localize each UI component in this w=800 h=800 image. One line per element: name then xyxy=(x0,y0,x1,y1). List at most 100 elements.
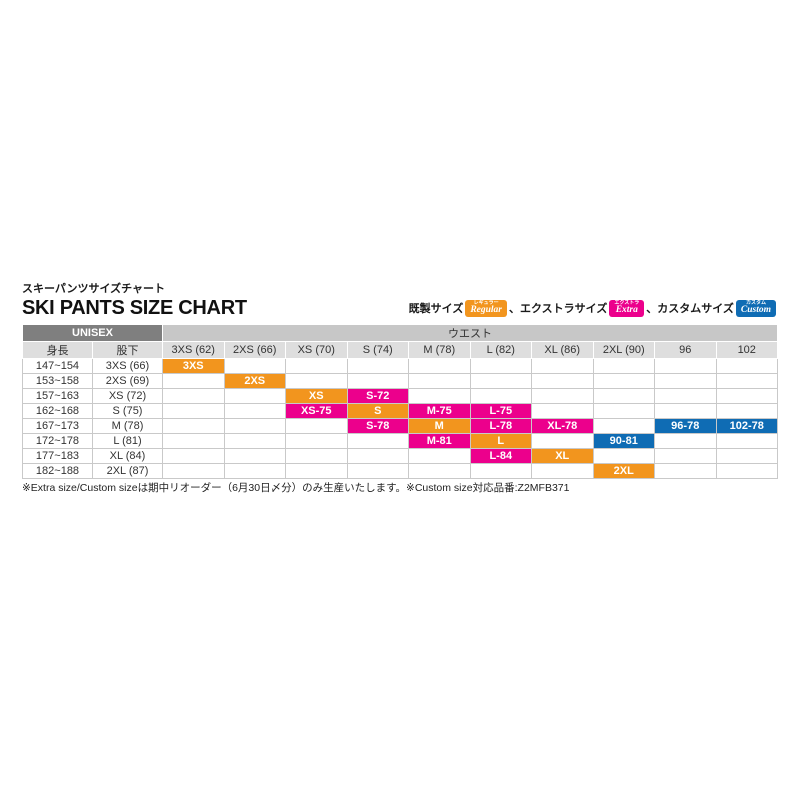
empty-cell xyxy=(715,387,778,404)
legend-label-extra: 、エクストラサイズ xyxy=(509,303,608,316)
stature-cell: 147~154 xyxy=(22,357,93,374)
size-cell-regular: S xyxy=(346,402,409,419)
empty-cell xyxy=(162,387,225,404)
table-body: 147~154 3XS (66) 3XS 153~158 2XS (69) 2XS 157~… xyxy=(22,357,778,479)
empty-cell xyxy=(162,432,225,449)
page-title: SKI PANTS SIZE CHART xyxy=(22,296,247,319)
empty-cell xyxy=(285,447,348,464)
inseam-cell: S (75) xyxy=(92,402,163,419)
table-row: 182~188 2XL (87) 2XL xyxy=(22,462,778,479)
empty-cell xyxy=(531,402,594,419)
empty-cell xyxy=(531,462,594,479)
empty-cell xyxy=(531,372,594,389)
empty-cell xyxy=(654,357,717,374)
regular-badge-label: Regular xyxy=(470,304,503,315)
table-row: 167~173 M (78) S-78 M L-78 XL-78 96-78 102-78 xyxy=(22,417,778,434)
empty-cell xyxy=(531,387,594,404)
size-cell-extra: L-84 xyxy=(469,447,532,464)
inseam-cell: XS (72) xyxy=(92,387,163,404)
custom-badge: カスタム Custom xyxy=(735,299,776,317)
size-cell-extra: M-81 xyxy=(408,432,471,449)
column-header: XL (86) xyxy=(531,340,594,359)
empty-cell xyxy=(469,372,532,389)
size-cell-regular: 2XL xyxy=(592,462,655,479)
unisex-group-header: UNISEX xyxy=(22,323,163,342)
empty-cell xyxy=(223,357,286,374)
empty-cell xyxy=(715,447,778,464)
empty-cell xyxy=(408,357,471,374)
size-cell-regular: 2XS xyxy=(223,372,286,389)
extra-badge-label: Extra xyxy=(615,304,638,315)
size-cell-extra: S-78 xyxy=(346,417,409,434)
empty-cell xyxy=(285,432,348,449)
size-cell-extra: XL-78 xyxy=(531,417,594,434)
empty-cell xyxy=(715,402,778,419)
empty-cell xyxy=(346,372,409,389)
stature-cell: 172~178 xyxy=(22,432,93,449)
table-row: 172~178 L (81) M-81 L 90-81 xyxy=(22,432,778,449)
empty-cell xyxy=(715,357,778,374)
empty-cell xyxy=(408,462,471,479)
table-row: 153~158 2XS (69) 2XS xyxy=(22,372,778,389)
table-row: 157~163 XS (72) XS S-72 xyxy=(22,387,778,404)
custom-badge-kana: カスタム xyxy=(745,299,766,306)
column-header: S (74) xyxy=(346,340,409,359)
column-header: 身長 xyxy=(22,340,93,359)
empty-cell xyxy=(223,447,286,464)
empty-cell xyxy=(654,462,717,479)
empty-cell xyxy=(285,372,348,389)
inseam-cell: L (81) xyxy=(92,432,163,449)
empty-cell xyxy=(654,447,717,464)
column-header: 2XS (66) xyxy=(223,340,286,359)
size-cell-regular: XS xyxy=(285,387,348,404)
empty-cell xyxy=(408,387,471,404)
column-header: M (78) xyxy=(408,340,471,359)
legend-label-custom: 、カスタムサイズ xyxy=(646,303,734,316)
empty-cell xyxy=(346,447,409,464)
legend-label-regular: 既製サイズ xyxy=(408,303,464,316)
size-cell-extra: M-75 xyxy=(408,402,471,419)
regular-badge-kana: レギュラー xyxy=(473,299,499,306)
chart-header: スキーパンツサイズチャート SKI PANTS SIZE CHART 既製サイズ… xyxy=(22,283,778,319)
table-row: 177~183 XL (84) L-84 XL xyxy=(22,447,778,464)
size-cell-regular: M xyxy=(408,417,471,434)
empty-cell xyxy=(285,417,348,434)
empty-cell xyxy=(162,447,225,464)
empty-cell xyxy=(654,387,717,404)
empty-cell xyxy=(715,432,778,449)
extra-badge-kana: エクストラ xyxy=(614,299,640,306)
table-row: 162~168 S (75) XS-75 S M-75 L-75 xyxy=(22,402,778,419)
column-header: 102 xyxy=(715,340,778,359)
empty-cell xyxy=(592,387,655,404)
size-cell-extra: L-75 xyxy=(469,402,532,419)
column-header: 股下 xyxy=(92,340,163,359)
custom-badge-label: Custom xyxy=(740,304,771,315)
column-header: 96 xyxy=(654,340,717,359)
empty-cell xyxy=(592,402,655,419)
inseam-cell: 2XL (87) xyxy=(92,462,163,479)
empty-cell xyxy=(531,357,594,374)
empty-cell xyxy=(223,432,286,449)
column-header: XS (70) xyxy=(285,340,348,359)
size-table: UNISEX ウエスト 身長 股下 3XS (62) 2XS (66) XS (70) S (… xyxy=(22,323,778,479)
empty-cell xyxy=(346,357,409,374)
size-cell-custom: 90-81 xyxy=(592,432,655,449)
size-cell-custom: 102-78 xyxy=(715,417,778,434)
empty-cell xyxy=(469,462,532,479)
stature-cell: 182~188 xyxy=(22,462,93,479)
inseam-cell: XL (84) xyxy=(92,447,163,464)
empty-cell xyxy=(285,462,348,479)
stature-cell: 162~168 xyxy=(22,402,93,419)
empty-cell xyxy=(408,372,471,389)
empty-cell xyxy=(346,462,409,479)
empty-cell xyxy=(162,372,225,389)
inseam-cell: 3XS (66) xyxy=(92,357,163,374)
empty-cell xyxy=(531,432,594,449)
inseam-cell: 2XS (69) xyxy=(92,372,163,389)
size-cell-extra: L-78 xyxy=(469,417,532,434)
empty-cell xyxy=(162,402,225,419)
empty-cell xyxy=(162,462,225,479)
empty-cell xyxy=(592,357,655,374)
empty-cell xyxy=(654,372,717,389)
empty-cell xyxy=(469,357,532,374)
